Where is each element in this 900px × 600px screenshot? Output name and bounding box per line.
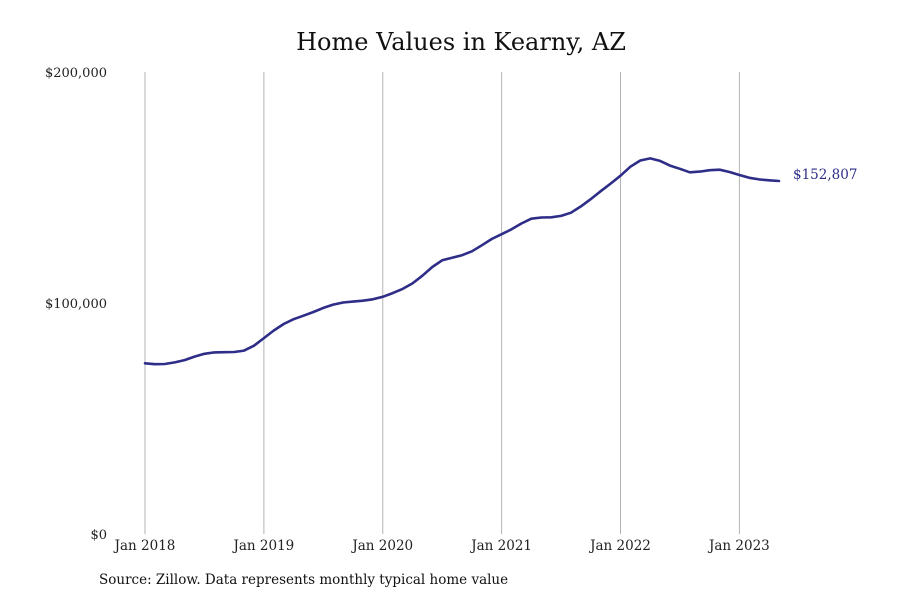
x-axis-ticks: Jan 2018 Jan 2019 Jan 2020 Jan 2021 Jan 2022… (113, 538, 770, 554)
x-tick-label: Jan 2018 (113, 538, 176, 554)
x-tick-label: Jan 2020 (350, 538, 413, 554)
source-note: Source: Zillow. Data represents monthly … (99, 572, 509, 588)
chart-title: Home Values in Kearny, AZ (296, 28, 626, 56)
y-axis-ticks: $0 $100,000 $200,000 (45, 66, 107, 543)
end-value-label: $152,807 (793, 167, 857, 183)
x-tick-label: Jan 2021 (469, 538, 532, 554)
y-tick-label: $200,000 (45, 66, 107, 81)
y-tick-label: $100,000 (45, 297, 107, 312)
y-tick-label: $0 (90, 528, 107, 543)
x-tick-label: Jan 2019 (231, 538, 294, 554)
x-tick-label: Jan 2022 (588, 538, 651, 554)
x-tick-label: Jan 2023 (707, 538, 770, 554)
vertical-gridlines (144, 72, 740, 534)
series-line-home-value (143, 157, 781, 366)
